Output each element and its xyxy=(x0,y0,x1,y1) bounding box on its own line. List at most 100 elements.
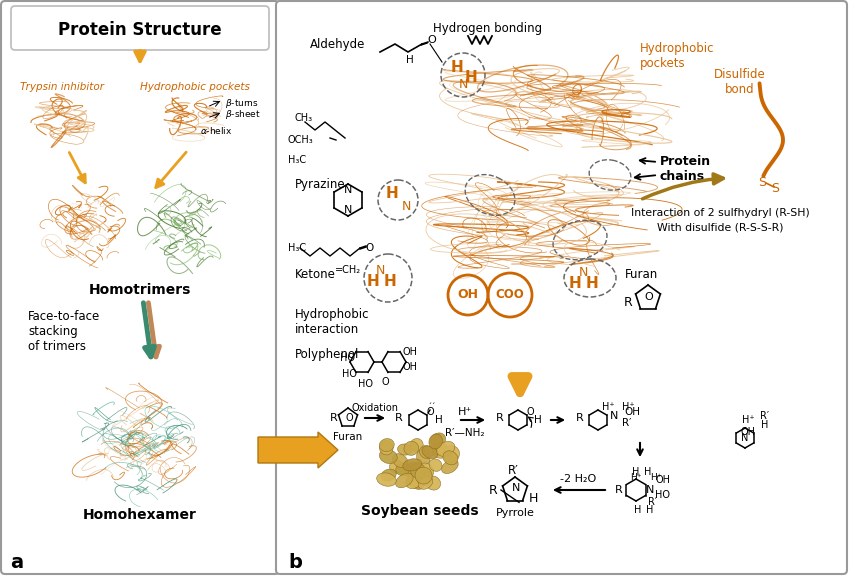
Text: N: N xyxy=(741,433,749,443)
Text: R′—NH₂: R′—NH₂ xyxy=(445,428,484,438)
Text: H: H xyxy=(634,505,642,515)
Text: H⁺: H⁺ xyxy=(650,474,662,482)
Ellipse shape xyxy=(432,446,449,458)
Text: Disulfide
bond: Disulfide bond xyxy=(714,68,766,96)
Text: OH: OH xyxy=(403,362,417,372)
Text: Aldehyde: Aldehyde xyxy=(310,38,366,51)
Ellipse shape xyxy=(444,446,460,462)
Ellipse shape xyxy=(429,459,442,471)
Text: H: H xyxy=(644,467,652,477)
Text: OH: OH xyxy=(655,475,671,485)
Text: $\beta$-turns: $\beta$-turns xyxy=(225,97,259,110)
Text: H: H xyxy=(450,60,463,75)
Text: Protein Structure: Protein Structure xyxy=(58,21,222,39)
FancyBboxPatch shape xyxy=(1,1,279,574)
Text: Ketone: Ketone xyxy=(295,268,336,281)
Text: OCH₃: OCH₃ xyxy=(288,135,314,145)
FancyArrow shape xyxy=(258,432,338,468)
Text: H: H xyxy=(386,186,399,201)
Text: CH₃: CH₃ xyxy=(295,113,313,123)
Text: $\beta$-sheet: $\beta$-sheet xyxy=(225,108,261,121)
Text: COO: COO xyxy=(496,288,524,302)
FancyBboxPatch shape xyxy=(11,6,269,50)
Text: Furan: Furan xyxy=(333,432,363,442)
Text: Soybean seeds: Soybean seeds xyxy=(361,504,479,518)
Text: $\alpha$-helix: $\alpha$-helix xyxy=(200,125,232,136)
Ellipse shape xyxy=(420,446,434,459)
Text: =CH₂: =CH₂ xyxy=(335,265,361,275)
Text: O: O xyxy=(345,413,353,423)
Text: R: R xyxy=(496,413,504,423)
Text: O: O xyxy=(365,243,373,253)
Ellipse shape xyxy=(443,451,458,465)
Ellipse shape xyxy=(411,463,425,478)
Text: R: R xyxy=(395,413,403,423)
Text: R: R xyxy=(331,413,338,423)
Ellipse shape xyxy=(404,441,419,455)
Text: O: O xyxy=(526,407,534,417)
Text: Homohexamer: Homohexamer xyxy=(83,508,197,522)
Ellipse shape xyxy=(397,464,412,475)
Text: N: N xyxy=(458,79,468,91)
Text: Hydrogen bonding: Hydrogen bonding xyxy=(434,22,542,35)
Ellipse shape xyxy=(415,467,432,484)
Text: N: N xyxy=(401,200,411,212)
Ellipse shape xyxy=(396,464,409,475)
Text: S: S xyxy=(758,175,766,189)
Text: R: R xyxy=(489,483,497,497)
Ellipse shape xyxy=(398,444,412,455)
Text: With disulfide (R-S-S-R): With disulfide (R-S-S-R) xyxy=(657,222,783,232)
Text: Pyrazine: Pyrazine xyxy=(295,178,346,191)
Text: H: H xyxy=(646,505,654,515)
Text: H: H xyxy=(366,274,379,290)
Text: Homotrimers: Homotrimers xyxy=(88,283,191,297)
Text: Protein
chains: Protein chains xyxy=(660,155,711,183)
Ellipse shape xyxy=(429,434,443,449)
Text: R′: R′ xyxy=(622,418,632,428)
Ellipse shape xyxy=(377,473,396,486)
Ellipse shape xyxy=(433,443,448,455)
Text: H₃C: H₃C xyxy=(288,155,306,165)
Text: R: R xyxy=(576,413,584,423)
Ellipse shape xyxy=(416,449,430,466)
Ellipse shape xyxy=(389,460,403,473)
Ellipse shape xyxy=(404,463,422,478)
Text: HO: HO xyxy=(655,490,671,500)
Ellipse shape xyxy=(408,475,424,489)
Text: R: R xyxy=(615,485,623,495)
Text: H: H xyxy=(406,55,414,65)
Text: Trypsin inhibitor: Trypsin inhibitor xyxy=(20,82,104,92)
Text: H: H xyxy=(632,467,640,477)
Text: N: N xyxy=(646,485,654,495)
Text: Polyphenol: Polyphenol xyxy=(295,348,360,361)
Ellipse shape xyxy=(406,473,422,489)
Text: Face-to-face
stacking
of trimers: Face-to-face stacking of trimers xyxy=(28,310,100,353)
Text: H⁺: H⁺ xyxy=(621,402,634,412)
Text: H⁺: H⁺ xyxy=(458,407,472,417)
Text: OH: OH xyxy=(624,407,640,417)
Ellipse shape xyxy=(437,441,455,456)
Text: H: H xyxy=(534,415,541,425)
Text: N: N xyxy=(376,263,385,277)
Text: a: a xyxy=(10,553,23,572)
Ellipse shape xyxy=(416,470,432,486)
Text: Hydrophobic
pockets: Hydrophobic pockets xyxy=(640,42,715,70)
Text: N: N xyxy=(343,205,352,215)
Text: H⁺: H⁺ xyxy=(602,402,615,412)
Ellipse shape xyxy=(410,438,423,452)
Text: O: O xyxy=(644,292,654,302)
Text: OH: OH xyxy=(403,347,417,357)
Ellipse shape xyxy=(379,438,394,452)
Ellipse shape xyxy=(379,449,397,464)
Text: R: R xyxy=(624,295,632,309)
Text: ´´: ´´ xyxy=(428,402,436,412)
Text: H: H xyxy=(762,420,768,430)
Text: H: H xyxy=(529,492,538,504)
Ellipse shape xyxy=(422,446,438,459)
Text: Hydrophobic
interaction: Hydrophobic interaction xyxy=(295,308,370,336)
Text: N: N xyxy=(609,411,618,421)
Ellipse shape xyxy=(418,477,433,489)
Text: H: H xyxy=(383,274,396,290)
Ellipse shape xyxy=(442,460,458,474)
Text: Interaction of 2 sulfhydryl (R-SH): Interaction of 2 sulfhydryl (R-SH) xyxy=(631,208,809,218)
